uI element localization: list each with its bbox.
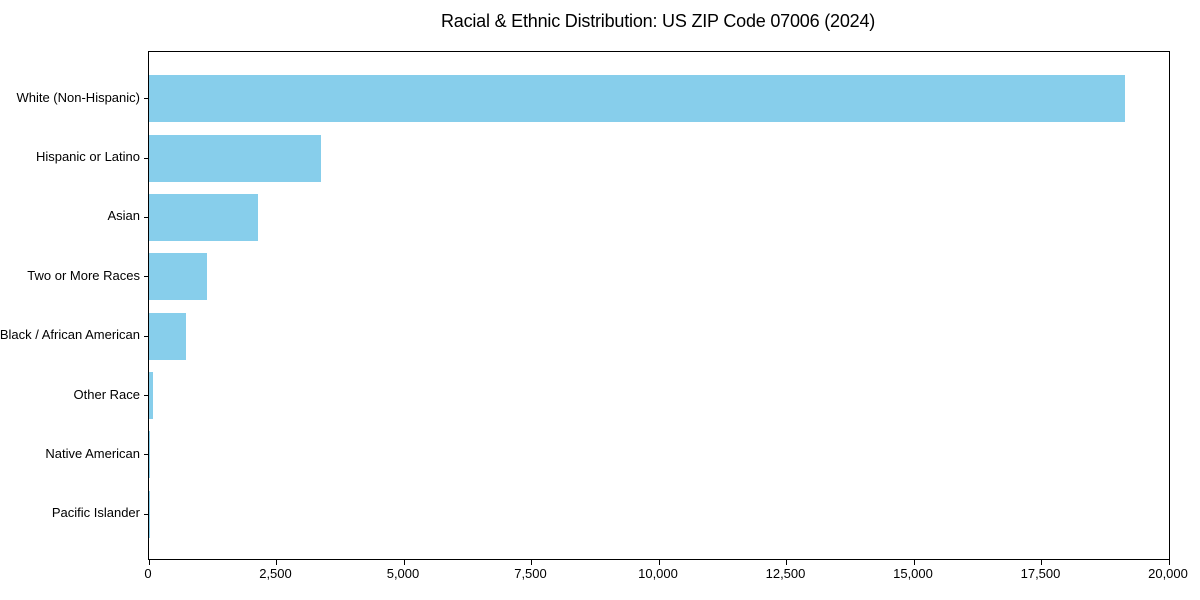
x-tick-mark	[276, 560, 277, 565]
bar	[149, 134, 321, 182]
x-tick-mark	[148, 560, 150, 565]
x-tick-mark	[1168, 560, 1170, 565]
x-tick-mark	[403, 560, 405, 565]
y-tick-label: White (Non-Hispanic)	[16, 89, 140, 105]
x-tick-mark	[786, 560, 787, 565]
y-tick-label: Pacific Islander	[51, 505, 140, 521]
x-tick-label: 5,000	[386, 566, 420, 581]
y-tick-mark	[144, 335, 148, 337]
y-tick-label: Other Race	[73, 386, 140, 402]
y-tick-label: Asian	[107, 208, 140, 224]
bar	[149, 431, 150, 479]
y-tick-label: Hispanic or Latino	[35, 149, 140, 165]
x-tick-label: 20,000	[1148, 566, 1188, 581]
x-tick-label: 10,000	[638, 566, 678, 581]
bar	[149, 75, 1126, 123]
x-tick-mark	[1041, 560, 1042, 565]
x-tick-mark	[658, 560, 660, 565]
y-tick-mark	[144, 157, 148, 159]
x-tick-label: 2,500	[259, 566, 292, 581]
bar	[149, 253, 208, 301]
y-tick-mark	[144, 276, 148, 278]
y-tick-mark	[144, 513, 148, 515]
x-tick-mark	[913, 560, 915, 565]
y-tick-mark	[144, 454, 148, 456]
bar	[149, 372, 154, 419]
x-tick-label: 12,500	[765, 566, 806, 581]
plot-area	[144, 51, 1170, 565]
x-tick-mark	[531, 560, 532, 565]
x-tick-label: 15,000	[893, 566, 933, 581]
bar	[149, 193, 259, 241]
chart-title: Racial & Ethnic Distribution: US ZIP Cod…	[440, 11, 876, 31]
bar	[149, 312, 186, 360]
y-tick-label: Native American	[45, 445, 140, 461]
y-tick-label: Black / African American	[0, 327, 140, 343]
y-tick-mark	[144, 98, 148, 100]
x-tick-label: 7,500	[514, 566, 547, 581]
y-tick-mark	[144, 216, 148, 218]
x-axis-labels: 0 2,500 5,000 7,500 10,000 12,500 15,000 17,500…	[0, 566, 1200, 586]
x-tick-label: 17,500	[1020, 566, 1061, 581]
x-tick-label: 0	[144, 566, 152, 581]
y-tick-mark	[144, 395, 148, 396]
y-tick-label: Two or More Races	[27, 267, 140, 283]
y-axis-labels: White (Non-Hispanic) Hispanic or Latino As…	[0, 51, 140, 558]
